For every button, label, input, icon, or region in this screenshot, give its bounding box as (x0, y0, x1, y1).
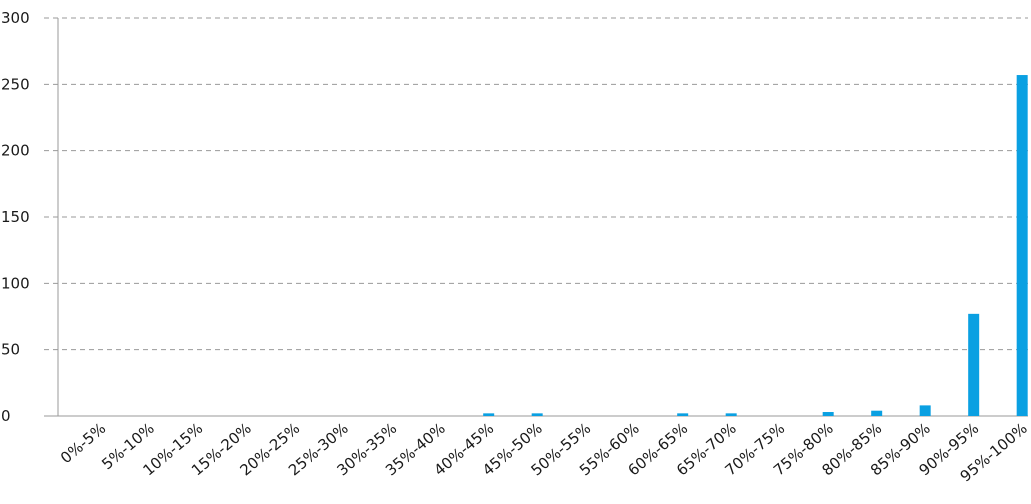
y-tick-label: 150 (1, 208, 30, 226)
y-tick-label: 50 (1, 341, 20, 359)
bar-80%-85% (871, 410, 883, 416)
bar-65%-70% (725, 413, 737, 416)
y-tick-label: 200 (1, 142, 30, 160)
bar-95%-100% (1016, 75, 1028, 417)
y-tick-labels: 0 50 100 150 200 250 300 (1, 9, 30, 425)
bar-90%-95% (968, 313, 980, 416)
bar-40%-45% (483, 413, 495, 416)
x-tick-labels: 0%-5%5%-10%10%-15%15%-20%20%-25%25%-30%3… (57, 419, 1031, 485)
bar-85%-90% (919, 405, 931, 416)
y-tick-label: 250 (1, 75, 30, 93)
bars (483, 75, 1028, 417)
gridlines (44, 17, 1028, 351)
y-tick-label: 100 (1, 274, 30, 292)
bar-75%-80% (822, 412, 834, 416)
y-tick-label: 0 (1, 407, 11, 425)
y-tick-label: 300 (1, 9, 30, 27)
bar-45%-50% (531, 413, 543, 416)
bar-60%-65% (677, 413, 689, 416)
